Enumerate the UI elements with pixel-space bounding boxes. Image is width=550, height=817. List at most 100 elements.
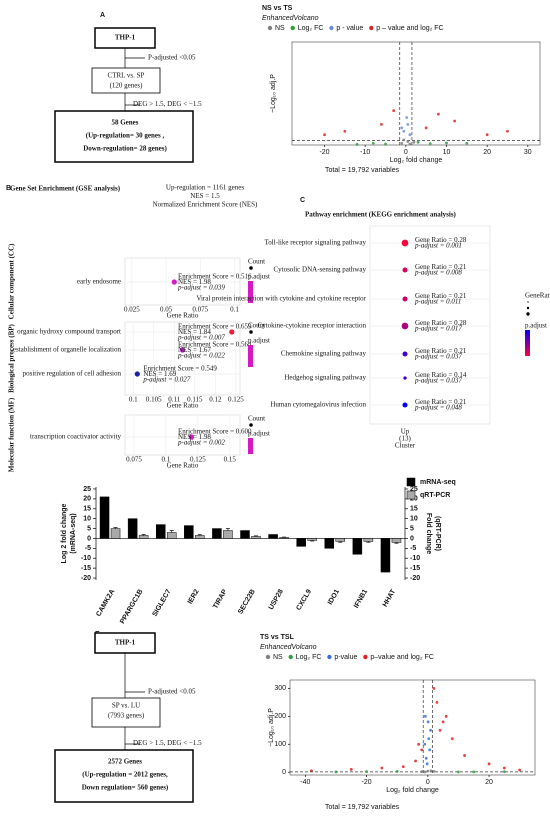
legend-swatch: [329, 25, 334, 31]
x-tick-label: HHAT: [382, 588, 398, 609]
legend-gradient: [248, 345, 253, 367]
legend-swatch: [526, 312, 530, 316]
x-tick-label: 0.15: [224, 456, 237, 464]
point: [424, 126, 428, 130]
bar: [391, 538, 402, 543]
legend-swatch: [369, 25, 374, 31]
term-label: Chemokine signaling pathway: [281, 350, 367, 358]
legend-label: mRNA-seq: [420, 479, 456, 486]
plot-frame: [291, 41, 541, 146]
x-tick-label: -40: [300, 779, 310, 786]
bar: [363, 538, 374, 542]
term-label: Hedgehog signaling pathway: [284, 374, 366, 382]
point: [420, 770, 424, 774]
point: [450, 737, 454, 741]
annotation: Enrichment Score = 0.659: [178, 323, 252, 331]
x-tick-label: 20: [483, 149, 491, 156]
legend-label: p – value and log₂ FC: [376, 25, 443, 32]
legend-swatch: [363, 654, 368, 660]
point: [380, 123, 383, 126]
value-label: Gene Ratio = 0.28: [415, 236, 467, 244]
subtitle: EnhancedVolcano: [260, 644, 317, 651]
flow-node: THP-1: [115, 34, 136, 42]
caption: Total = 19,792 variables: [325, 167, 400, 174]
legend-swatch: [327, 654, 332, 660]
box: [54, 749, 194, 803]
x-label: (13): [399, 435, 411, 443]
term-label: early endosome: [77, 278, 121, 286]
value-label: p-adjust = 0.048: [414, 404, 462, 412]
legend-title: Count: [248, 258, 265, 266]
x-tick-label: 0.105: [146, 396, 162, 404]
legend-gradient: [248, 438, 253, 454]
dot: [401, 322, 409, 330]
y2-tick-label: -15: [410, 565, 420, 572]
annotation: Enrichment Score = 0.516: [178, 273, 252, 281]
chart-title: Pathway enrichment (KEGG enrichment anal…: [305, 211, 457, 219]
point: [453, 119, 457, 123]
panel-letter: B: [6, 185, 11, 192]
y2-tick-label: 10: [410, 516, 418, 523]
y-axis-label: (mRNA-seq): [70, 513, 77, 553]
point: [428, 748, 432, 752]
point: [425, 762, 429, 766]
bar: [307, 538, 317, 541]
point: [408, 142, 412, 146]
x-tick-label: PPARGC1B: [119, 588, 144, 625]
term-label: organic hydroxy compound transport: [17, 328, 121, 336]
x-tick-label: 0.1: [162, 456, 171, 464]
point: [371, 141, 375, 145]
point: [355, 142, 359, 146]
x-axis-label: Log₂ fold change: [386, 787, 439, 794]
bar: [268, 534, 278, 539]
value-label: p-adjust = 0.011: [414, 298, 461, 306]
legend-swatch: [406, 477, 416, 487]
point: [384, 142, 387, 146]
note: Normalized Enrichment Score (NES): [153, 201, 258, 209]
y2-tick-label: 0: [410, 535, 414, 542]
y-tick-label: -20: [81, 575, 91, 582]
value-label: p-adjust = 0.017: [414, 325, 462, 333]
legend-swatch: [249, 266, 253, 270]
legend-swatch: [267, 25, 273, 31]
x-tick-label: SIGLEC7: [152, 588, 173, 618]
x-label: Up: [401, 428, 410, 436]
x-tick-label: 0.12: [209, 396, 222, 404]
point: [423, 770, 427, 774]
bar: [223, 530, 233, 539]
x-tick-label: USP28: [268, 588, 285, 611]
value-label: Gene Ratio = 0.21: [415, 263, 467, 271]
point: [408, 133, 412, 137]
x-tick-label: 0: [426, 779, 430, 786]
annotation: NES = 1.84: [178, 328, 211, 336]
flow-node: SP vs. LU: [112, 702, 140, 710]
point: [445, 141, 448, 145]
y-tick-label: 200: [274, 713, 286, 720]
flow-node: (Up-regulation= 30 genes ,: [86, 132, 165, 140]
y-axis-label: Log 2 fold change: [61, 503, 68, 563]
point: [502, 766, 506, 770]
value-label: Gene Ratio = 0.28: [415, 319, 467, 327]
y-tick-label: -10: [81, 555, 91, 562]
bar: [296, 538, 306, 547]
point: [426, 720, 430, 724]
legend-gradient: [525, 330, 530, 356]
term-label: transcription coactivator activity: [30, 433, 121, 441]
caption: Total = 19,792 variables: [325, 804, 400, 811]
dot: [402, 402, 408, 408]
point: [438, 728, 442, 732]
bar: [127, 518, 138, 539]
y-tick-label: 15: [83, 506, 91, 513]
point: [334, 770, 338, 774]
panel-letter: A: [100, 12, 105, 19]
legend-swatch: [265, 654, 271, 660]
box: [94, 632, 156, 654]
point: [400, 141, 404, 145]
chart-title: TS vs TSL: [260, 634, 295, 641]
point: [412, 140, 416, 144]
box: [91, 697, 161, 728]
row-label: Molecular function (MF): [8, 397, 16, 472]
point: [485, 133, 489, 137]
row-label: Cellular component (CC): [8, 243, 16, 319]
point: [310, 769, 313, 773]
